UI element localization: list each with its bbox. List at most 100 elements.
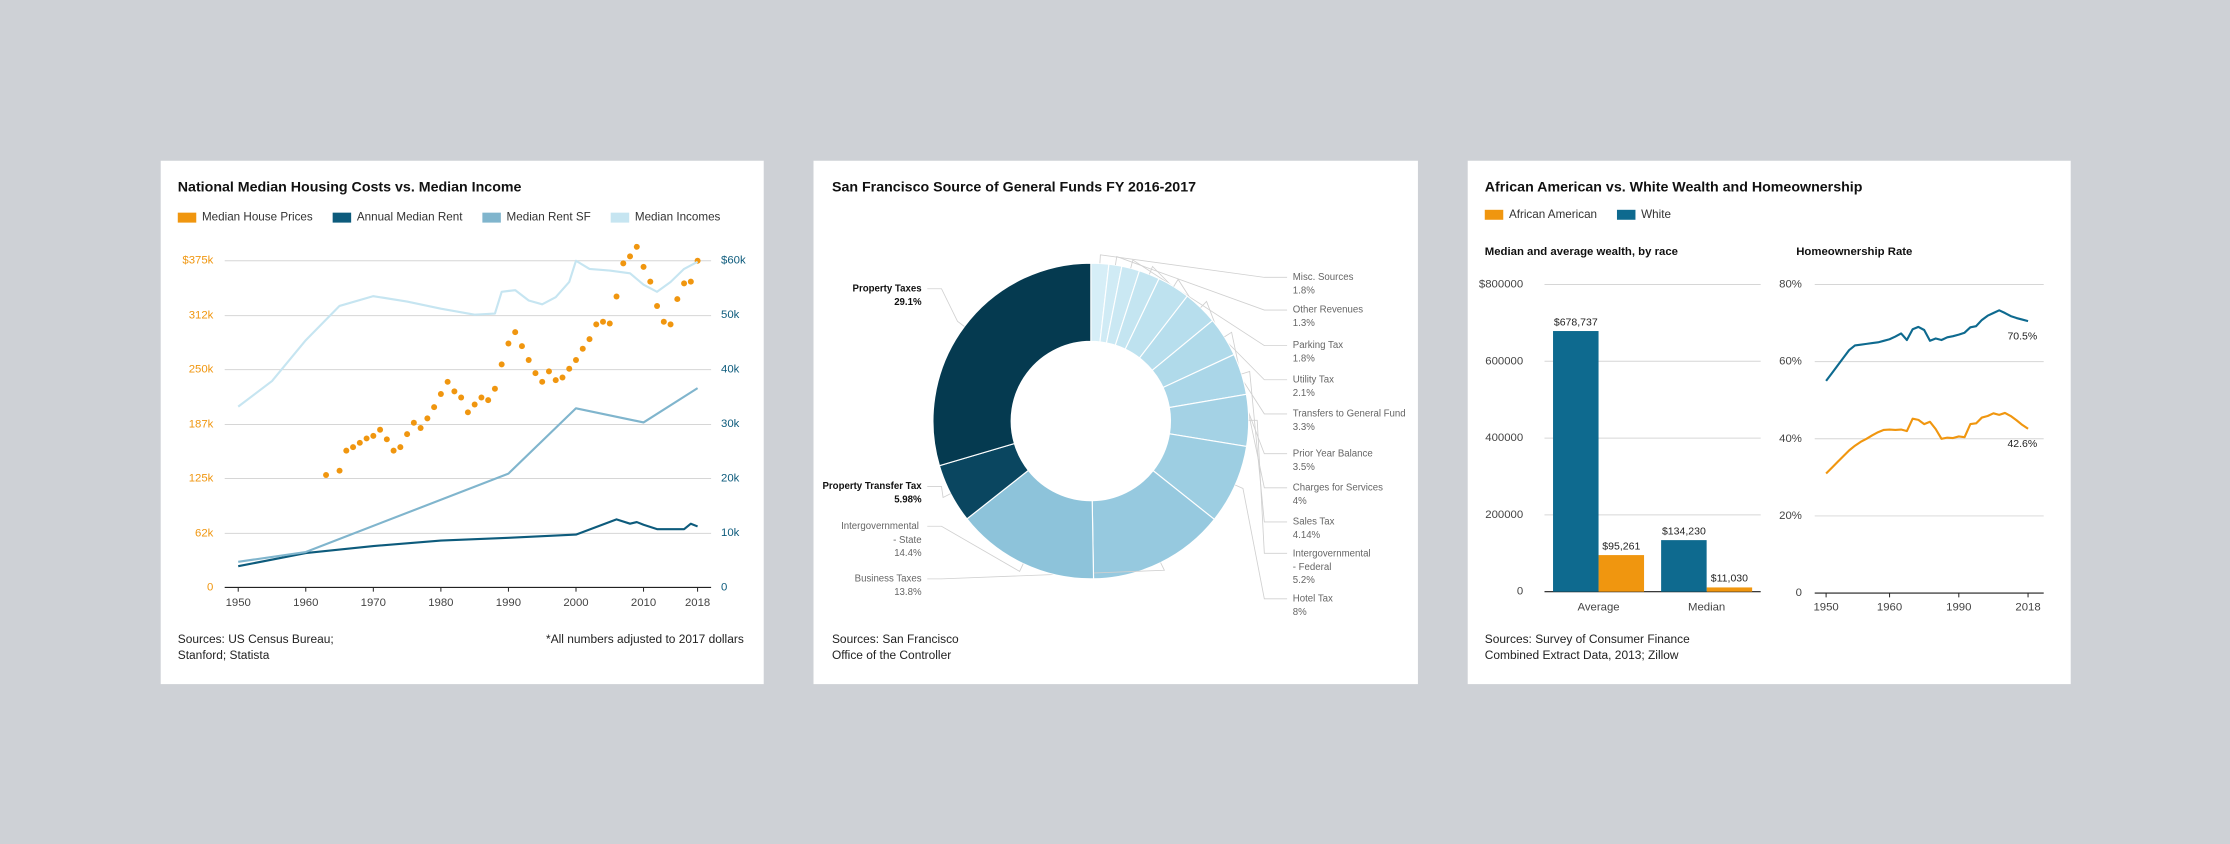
- data-point: [539, 378, 546, 385]
- legend-label: White: [1641, 208, 1671, 221]
- data-point: [431, 404, 438, 411]
- data-point: [613, 293, 620, 300]
- x-tick-label: 1950: [1813, 601, 1838, 613]
- slice-label: Hotel Tax: [1293, 593, 1333, 604]
- x-tick-label: 1970: [361, 597, 386, 609]
- data-point: [647, 278, 654, 285]
- x-tick-label: 1960: [293, 597, 318, 609]
- data-point: [681, 280, 688, 287]
- data-point: [323, 472, 330, 479]
- slice-value: 1.8%: [1293, 354, 1315, 365]
- card: [813, 160, 1418, 685]
- x-tick-label: 1990: [1946, 601, 1971, 613]
- data-point: [512, 329, 519, 336]
- data-point: [350, 444, 357, 451]
- data-point: [485, 397, 492, 404]
- data-point: [410, 419, 417, 426]
- bar: [1553, 331, 1599, 592]
- y-tick-label: 62k: [195, 527, 214, 539]
- source-note: Sources: San Francisco: [832, 632, 959, 646]
- leader-line: [1114, 256, 1288, 311]
- data-point: [370, 432, 377, 439]
- data-point: [424, 415, 431, 422]
- slice-value: 4%: [1293, 496, 1307, 507]
- chart-subtitle: Median and average wealth, by race: [1485, 246, 1678, 258]
- chart-title: San Francisco Source of General Funds FY…: [832, 180, 1196, 196]
- data-point: [525, 357, 532, 364]
- footnote: *All numbers adjusted to 2017 dollars: [546, 632, 744, 646]
- slice-label: Property Taxes: [853, 283, 922, 294]
- y-tick-label: 400000: [1485, 432, 1523, 444]
- leader-line: [927, 485, 951, 499]
- y-tick-label: $800000: [1479, 278, 1523, 290]
- data-point: [660, 318, 667, 325]
- slice-value: 29.1%: [894, 297, 922, 308]
- slice-label: Sales Tax: [1293, 517, 1335, 528]
- slice-label: Misc. Sources: [1293, 272, 1354, 283]
- slice-label: Other Revenues: [1293, 305, 1363, 316]
- data-point: [417, 425, 424, 431]
- x-tick-label: 1980: [428, 597, 453, 609]
- y-tick-label: 0: [1517, 586, 1523, 598]
- y-tick-label: 312k: [189, 310, 214, 322]
- source-note: Combined Extract Data, 2013; Zillow: [1485, 648, 1679, 662]
- data-point: [383, 436, 390, 443]
- legend-label: Median Rent SF: [507, 211, 591, 224]
- data-point: [491, 385, 498, 392]
- data-point: [451, 388, 458, 395]
- legend-swatch: [177, 212, 197, 223]
- y2-tick-label: 40k: [721, 364, 740, 376]
- slice-label: Transfers to General Fund: [1293, 408, 1406, 419]
- data-point: [586, 336, 593, 343]
- slice-label: Property Transfer Tax: [822, 481, 922, 492]
- x-tick-label: 2000: [563, 597, 588, 609]
- leader-line: [1241, 370, 1288, 523]
- data-point: [559, 374, 566, 381]
- data-point: [390, 447, 397, 454]
- data-point: [566, 365, 573, 372]
- data-point: [336, 467, 343, 474]
- leader-line: [1248, 419, 1288, 554]
- data-line: [1825, 411, 2029, 475]
- y2-tick-label: 10k: [721, 527, 740, 539]
- x-tick-label: 2010: [631, 597, 656, 609]
- chart-title: African American vs. White Wealth and Ho…: [1485, 180, 1863, 196]
- source-note: Stanford; Statista: [178, 648, 270, 662]
- data-label: 42.6%: [2007, 438, 2037, 450]
- data-label: 70.5%: [2007, 331, 2037, 343]
- legend-label: Median Incomes: [635, 211, 721, 224]
- card: [160, 160, 764, 685]
- legend-swatch: [482, 212, 501, 223]
- slice-value: 1.3%: [1293, 318, 1315, 329]
- x-tick-label: Average: [1577, 601, 1619, 613]
- data-point: [600, 318, 606, 325]
- slice-value: 13.8%: [894, 587, 922, 598]
- data-point: [545, 368, 552, 375]
- data-point: [606, 320, 613, 327]
- data-point: [532, 370, 539, 377]
- slice-value: 1.8%: [1293, 285, 1315, 296]
- data-point: [498, 361, 505, 368]
- data-point: [404, 431, 411, 438]
- leader-line: [927, 288, 965, 327]
- data-point: [687, 278, 694, 285]
- chart-title: National Median Housing Costs vs. Median…: [178, 180, 522, 196]
- y-tick-label: $375k: [182, 255, 213, 267]
- y-tick-label: 125k: [189, 473, 214, 485]
- data-point: [573, 357, 579, 364]
- data-line: [237, 259, 699, 408]
- data-point: [518, 343, 525, 350]
- slice-label: Parking Tax: [1293, 340, 1343, 351]
- slice-value: 8%: [1293, 607, 1307, 618]
- data-point: [377, 426, 384, 433]
- data-point: [343, 447, 350, 454]
- source-note: Sources: US Census Bureau;: [178, 632, 334, 646]
- data-point: [397, 444, 404, 451]
- slice-label: Business Taxes: [855, 573, 922, 584]
- y2-tick-label: 30k: [721, 418, 740, 430]
- slice-value: 5.98%: [894, 494, 922, 505]
- data-line: [1825, 309, 2029, 382]
- y-tick-label: 60%: [1779, 356, 1802, 368]
- data-point: [458, 394, 465, 401]
